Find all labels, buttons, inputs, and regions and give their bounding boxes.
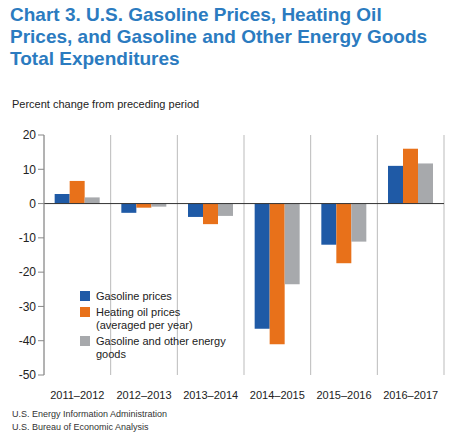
svg-text:2011–2012: 2011–2012 xyxy=(50,389,104,401)
svg-text:2015–2016: 2015–2016 xyxy=(316,389,371,401)
svg-text:-30: -30 xyxy=(19,300,37,314)
svg-text:-50: -50 xyxy=(19,368,37,382)
html-text:Heating oil prices (averaged p: Heating oil prices (averaged per year) xyxy=(96,306,193,331)
svg-text:2013–2014: 2013–2014 xyxy=(183,389,238,401)
svg-text:-40: -40 xyxy=(19,334,37,348)
svg-text:20: 20 xyxy=(23,128,37,142)
html-text:Gasoline and other energy good: Gasoline and other energy goods xyxy=(96,335,226,360)
svg-text:2016–2017: 2016–2017 xyxy=(383,389,438,401)
html-text:Gasoline prices: Gasoline prices xyxy=(96,290,172,302)
svg-text:0: 0 xyxy=(29,197,36,211)
html-text:Chart 3. U.S. Gasoline Prices,: Chart 3. U.S. Gasoline Prices, Heating O… xyxy=(10,4,428,69)
svg-text:2014–2015: 2014–2015 xyxy=(250,389,305,401)
svg-text:10: 10 xyxy=(23,163,37,177)
svg-text:-10: -10 xyxy=(19,231,37,245)
svg-text:2012–2013: 2012–2013 xyxy=(116,389,171,401)
html-text:Percent change from preceding: Percent change from preceding period xyxy=(12,98,200,110)
svg-text:-20: -20 xyxy=(19,265,37,279)
html-text:U.S. Bureau of Economic Analys: U.S. Bureau of Economic Analysis xyxy=(12,422,149,432)
html-text:U.S. Energy Information Admini: U.S. Energy Information Administration xyxy=(12,409,168,419)
